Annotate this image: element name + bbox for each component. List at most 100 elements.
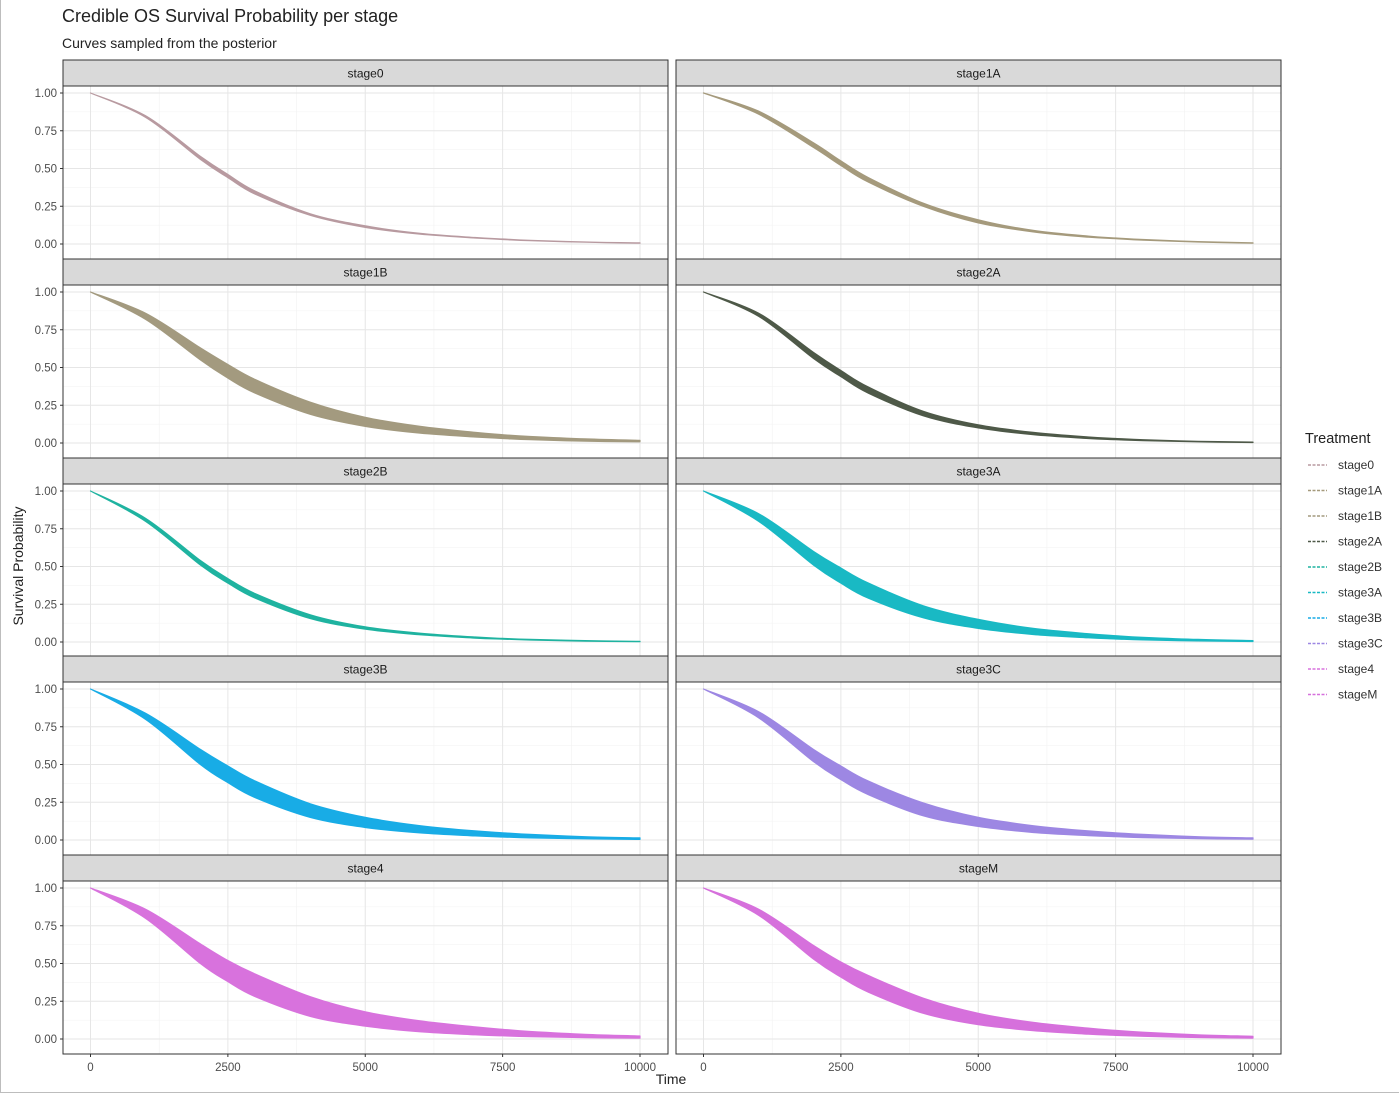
facet-strip-label: stage0 <box>347 67 383 81</box>
legend-item-stage1B: stage1B <box>1308 509 1382 523</box>
legend-item-stage3C: stage3C <box>1308 637 1383 651</box>
y-axis-title: Survival Probability <box>10 506 26 625</box>
facet-strip-label: stage3C <box>956 663 1001 677</box>
y-tick-label: 0.50 <box>35 164 57 176</box>
legend-label: stage3C <box>1338 637 1383 651</box>
facet-strip-label: stage2B <box>343 465 387 479</box>
credible-band-stage4 <box>89 887 641 1039</box>
y-tick-label: 0.50 <box>35 363 57 375</box>
facet-strip-label: stage2A <box>956 266 1000 280</box>
legend-item-stageM: stageM <box>1308 688 1377 702</box>
legend-item-stage2A: stage2A <box>1308 535 1382 549</box>
x-tick-label: 7500 <box>1103 1062 1129 1074</box>
facet-panel-stage2B: stage2B 0.00 0.25 0.50 0.75 1.00 <box>35 457 669 658</box>
x-tick-label: 0 <box>87 1062 93 1074</box>
legend-item-stage1A: stage1A <box>1308 484 1382 498</box>
y-tick-label: 0.75 <box>35 524 57 536</box>
credible-band-stage3B <box>89 688 641 840</box>
facet-strip-label: stageM <box>959 862 998 876</box>
legend-label: stage0 <box>1338 458 1374 472</box>
legend-item-stage3B: stage3B <box>1308 611 1382 625</box>
credible-band-stageM <box>702 887 1254 1039</box>
facet-panel-stage1A: stage1A <box>675 59 1282 260</box>
facet-panel-stage2A: stage2A <box>675 258 1282 459</box>
credible-band-stage2A <box>702 291 1254 444</box>
y-tick-label: 0.00 <box>35 637 57 649</box>
legend-label: stageM <box>1338 688 1377 702</box>
x-tick-label: 10000 <box>624 1062 656 1074</box>
facet-strip <box>675 258 1282 286</box>
legend-label: stage4 <box>1338 662 1374 676</box>
chart-subtitle: Curves sampled from the posterior <box>62 35 277 51</box>
legend-item-stage4: stage4 <box>1308 662 1374 676</box>
y-tick-label: 0.75 <box>35 722 57 734</box>
y-tick-label: 0.75 <box>35 126 57 138</box>
x-tick-label: 5000 <box>352 1062 378 1074</box>
y-tick-label: 0.00 <box>35 835 57 847</box>
facet-panel-stage3A: stage3A <box>675 457 1282 658</box>
legend-item-stage2B: stage2B <box>1308 560 1382 574</box>
y-tick-label: 0.75 <box>35 325 57 337</box>
facet-panel-stage4: stage4 0.00 0.25 0.50 0.75 1.00 0 2500 5000 7500 1… <box>35 854 669 1074</box>
y-tick-label: 1.00 <box>35 883 57 895</box>
legend-label: stage1B <box>1338 509 1382 523</box>
facet-strip-label: stage3A <box>956 465 1000 479</box>
chart-title: Credible OS Survival Probability per sta… <box>62 6 399 26</box>
legend-label: stage2B <box>1338 560 1382 574</box>
y-tick-label: 0.00 <box>35 438 57 450</box>
legend-label: stage1A <box>1338 484 1382 498</box>
y-tick-label: 0.50 <box>35 760 57 772</box>
facet-strip-label: stage4 <box>347 862 383 876</box>
y-tick-label: 0.25 <box>35 201 57 213</box>
legend-label: stage2A <box>1338 535 1382 549</box>
facet-panel-stage3B: stage3B 0.00 0.25 0.50 0.75 1.00 <box>35 655 669 856</box>
y-tick-label: 1.00 <box>35 486 57 498</box>
x-tick-label: 2500 <box>215 1062 241 1074</box>
facet-panel-stage1B: stage1B 0.00 0.25 0.50 0.75 1.00 <box>35 258 669 459</box>
credible-band-stage2B <box>89 490 641 643</box>
facet-strip <box>62 457 669 485</box>
y-tick-label: 0.25 <box>35 797 57 809</box>
y-tick-label: 1.00 <box>35 88 57 100</box>
facet-panel-stage3C: stage3C <box>675 655 1282 856</box>
legend-title: Treatment <box>1305 431 1371 447</box>
x-tick-label: 0 <box>700 1062 706 1074</box>
facet-strip <box>62 655 669 683</box>
y-tick-label: 0.75 <box>35 921 57 933</box>
facet-panel-stage0: stage0 0.00 0.25 0.50 0.75 1.00 <box>35 59 669 260</box>
legend-label: stage3A <box>1338 586 1382 600</box>
facet-strip <box>675 655 1282 683</box>
facet-strip <box>675 854 1282 882</box>
legend-item-stage0: stage0 <box>1308 458 1374 472</box>
legend-item-stage3A: stage3A <box>1308 586 1382 600</box>
y-tick-label: 0.25 <box>35 400 57 412</box>
x-axis-title: Time <box>656 1071 687 1087</box>
y-tick-label: 0.50 <box>35 562 57 574</box>
x-tick-label: 10000 <box>1237 1062 1269 1074</box>
facet-strip <box>62 258 669 286</box>
credible-band-stage3A <box>702 490 1254 643</box>
legend: Treatment stage0 stage1A stage1B stage2A stag… <box>1305 431 1383 702</box>
y-tick-label: 1.00 <box>35 287 57 299</box>
facet-strip-label: stage3B <box>343 663 387 677</box>
credible-band-stage1B <box>89 291 641 443</box>
credible-band-stage3C <box>702 688 1254 840</box>
legend-label: stage3B <box>1338 611 1382 625</box>
facet-strip-label: stage1A <box>956 67 1000 81</box>
y-tick-label: 0.00 <box>35 1034 57 1046</box>
credible-band-stage0 <box>89 92 641 244</box>
y-tick-label: 0.00 <box>35 239 57 251</box>
x-tick-label: 7500 <box>490 1062 516 1074</box>
x-tick-label: 5000 <box>965 1062 991 1074</box>
y-tick-label: 0.25 <box>35 996 57 1008</box>
y-tick-label: 1.00 <box>35 684 57 696</box>
facet-strip-label: stage1B <box>343 266 387 280</box>
y-tick-label: 0.50 <box>35 959 57 971</box>
x-tick-label: 2500 <box>828 1062 854 1074</box>
facet-strip <box>62 59 669 87</box>
credible-band-stage1A <box>702 92 1254 244</box>
y-tick-label: 0.25 <box>35 599 57 611</box>
facet-panel-stageM: stageM 0 2500 5000 7500 10000 <box>675 854 1282 1074</box>
